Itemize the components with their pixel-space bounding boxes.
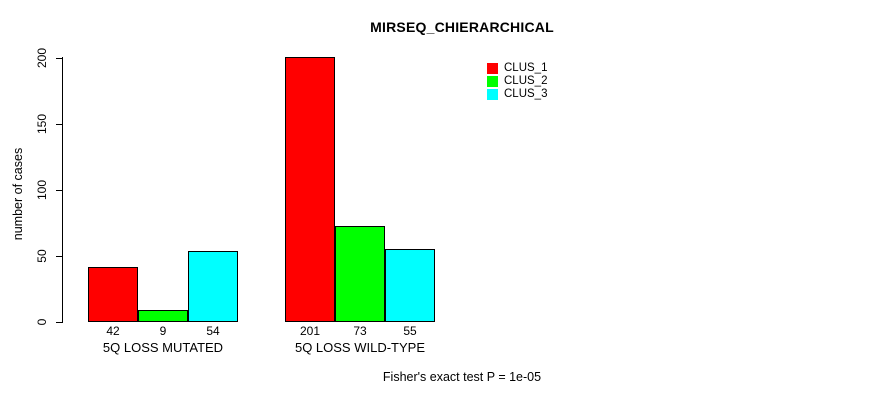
legend-label: CLUS_2 xyxy=(504,75,548,87)
legend: CLUS_1 CLUS_2 CLUS_3 xyxy=(487,62,547,101)
bar-value-label: 54 xyxy=(206,324,220,338)
bar-CLUS_2-5q-loss-wild-type xyxy=(335,226,385,322)
y-tick xyxy=(56,58,62,59)
bar-value-label: 73 xyxy=(353,324,367,338)
bar-value-label: 42 xyxy=(106,324,120,338)
annotation-text: Fisher's exact test P = 1e-05 xyxy=(382,370,542,384)
category-label: 5Q LOSS WILD-TYPE xyxy=(294,340,426,355)
bar-value-label: 9 xyxy=(159,324,167,338)
legend-item-CLUS_1: CLUS_1 xyxy=(487,62,547,75)
legend-label: CLUS_3 xyxy=(504,88,548,100)
bar-value-label: 55 xyxy=(403,324,417,338)
y-tick-label: 150 xyxy=(35,113,49,135)
y-tick-label: 100 xyxy=(35,179,49,201)
y-tick-label: 0 xyxy=(35,318,49,326)
legend-label: CLUS_1 xyxy=(504,62,548,74)
bar-CLUS_2-5q-loss-mutated xyxy=(138,310,188,322)
y-axis-label: number of cases xyxy=(11,147,25,241)
y-tick xyxy=(56,256,62,257)
legend-item-CLUS_2: CLUS_2 xyxy=(487,75,547,88)
legend-swatch xyxy=(487,89,498,100)
category-label: 5Q LOSS MUTATED xyxy=(102,340,224,355)
y-tick xyxy=(56,190,62,191)
bar-value-label: 201 xyxy=(299,324,321,338)
legend-swatch xyxy=(487,63,498,74)
y-tick xyxy=(56,322,62,323)
chart-title: MIRSEQ_CHIERARCHICAL xyxy=(370,19,554,35)
bar-CLUS_1-5q-loss-wild-type xyxy=(285,57,335,322)
bar-CLUS_1-5q-loss-mutated xyxy=(88,267,138,322)
legend-item-CLUS_3: CLUS_3 xyxy=(487,88,547,101)
y-tick xyxy=(56,124,62,125)
legend-swatch xyxy=(487,76,498,87)
bar-CLUS_3-5q-loss-wild-type xyxy=(385,249,435,322)
bar-CLUS_3-5q-loss-mutated xyxy=(188,251,238,322)
y-tick-label: 50 xyxy=(35,249,49,263)
y-tick-label: 200 xyxy=(35,47,49,69)
y-axis-line xyxy=(62,57,63,323)
